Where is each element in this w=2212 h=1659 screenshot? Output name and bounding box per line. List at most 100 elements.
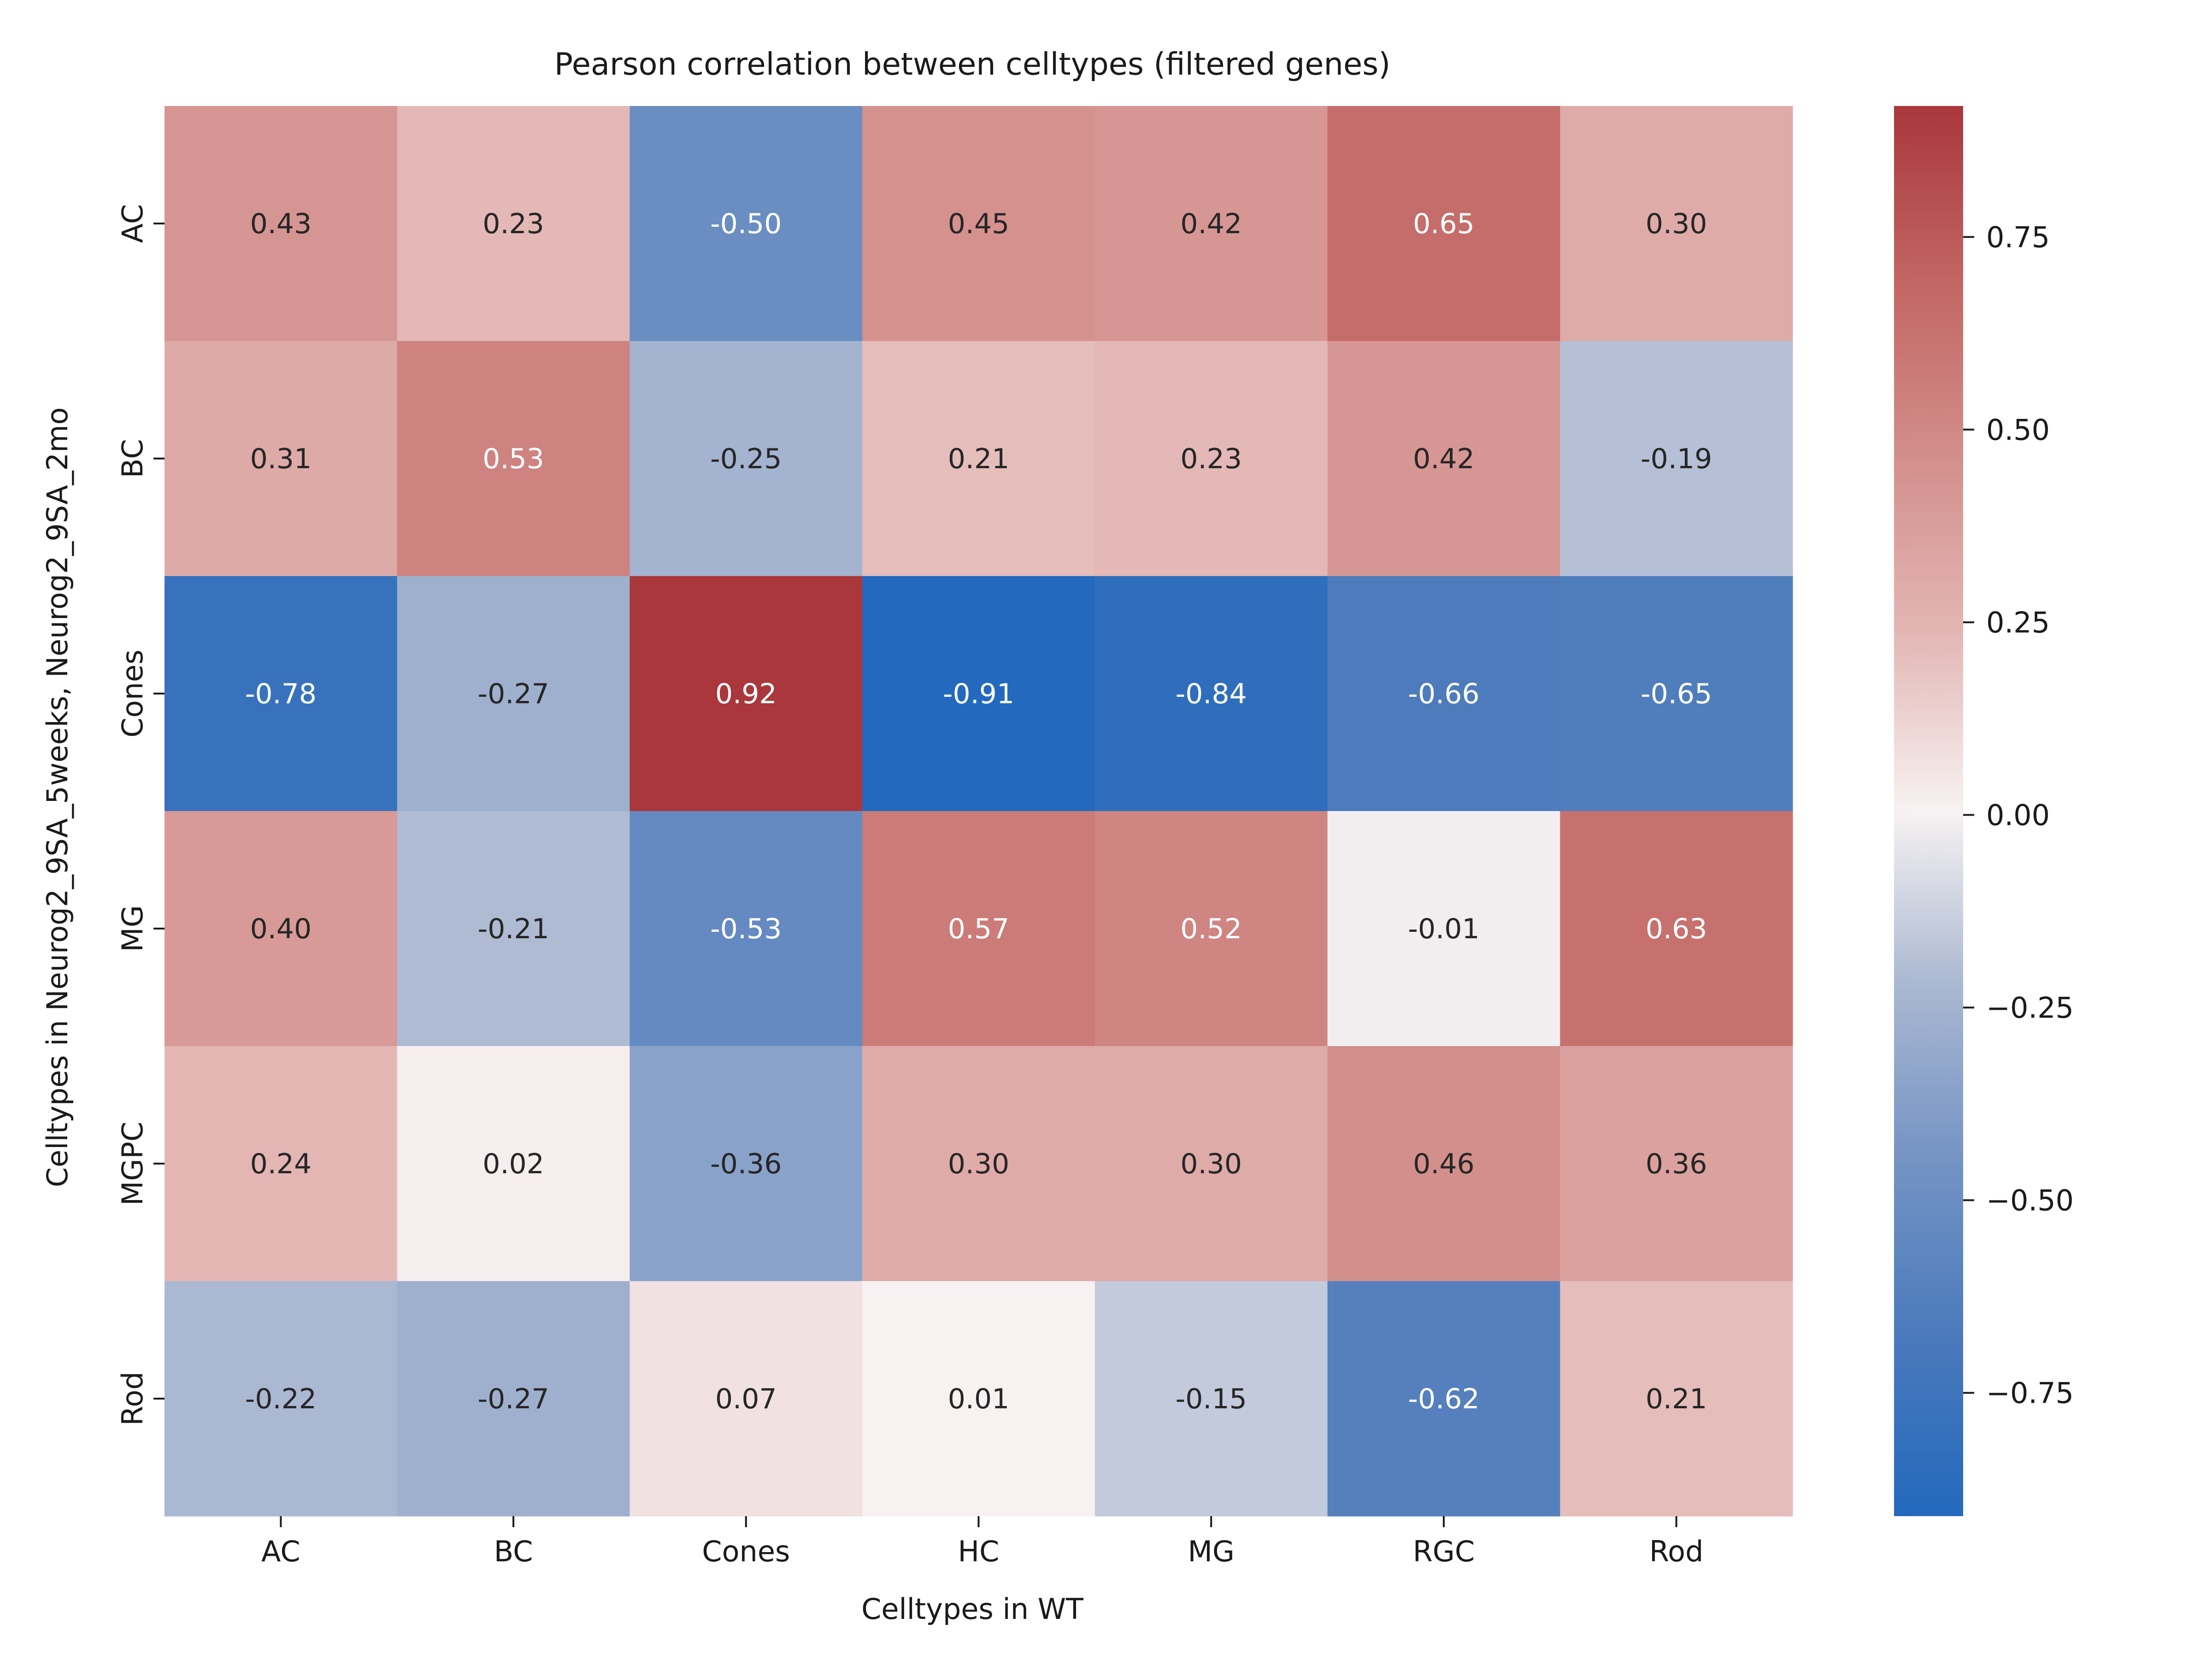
cell-value-label: 0.40 [250, 913, 312, 945]
cell-value-label: -0.25 [710, 443, 782, 475]
heatmap-cell [1327, 576, 1560, 812]
heatmap-cell [862, 341, 1095, 577]
y-tick-label: BC [116, 439, 149, 478]
cell-value-label: 0.45 [948, 208, 1010, 240]
heatmap-cells [165, 106, 1793, 1517]
cell-value-label: 0.31 [250, 443, 312, 475]
cell-value-label: -0.62 [1408, 1383, 1479, 1415]
heatmap-cell [397, 811, 630, 1047]
cell-value-label: 0.46 [1413, 1148, 1475, 1180]
heatmap-cell [1560, 1046, 1793, 1282]
heatmap-cell [397, 106, 630, 341]
heatmap-cell [1327, 106, 1560, 341]
colorbar-tick-label: −0.25 [1986, 991, 2074, 1024]
heatmap-cell [397, 576, 630, 812]
cell-value-label: 0.42 [1180, 208, 1242, 240]
colorbar [1894, 106, 1963, 1516]
cell-value-label: 0.21 [1646, 1383, 1707, 1415]
x-tick-label: Cones [702, 1535, 790, 1568]
heatmap-cell [1327, 811, 1560, 1047]
cell-value-label: -0.19 [1641, 443, 1712, 475]
cell-value-label: -0.01 [1408, 913, 1479, 945]
cell-value-label: 0.30 [1180, 1148, 1242, 1180]
cell-value-label: -0.66 [1408, 678, 1479, 710]
heatmap-cell [862, 576, 1095, 812]
heatmap-cell [1094, 1281, 1328, 1517]
cell-value-label: 0.02 [482, 1148, 544, 1180]
colorbar-ticks: −0.75 −0.50 −0.25 0.00 0.25 0.50 0.75 [1963, 220, 2074, 1410]
heatmap-cell [165, 341, 398, 577]
cell-value-label: 0.92 [715, 678, 777, 710]
heatmap-cell [397, 1046, 630, 1282]
heatmap-cell [1094, 576, 1328, 812]
x-tick-label: HC [958, 1535, 1000, 1568]
colorbar-tick-label: −0.75 [1986, 1376, 2074, 1410]
cell-value-label: -0.50 [710, 208, 782, 240]
y-tick-label: MG [116, 905, 149, 952]
heatmap-cell [1327, 1046, 1560, 1282]
cell-value-label: -0.53 [710, 913, 782, 945]
heatmap-cell [862, 811, 1095, 1047]
cell-value-label: 0.30 [948, 1148, 1010, 1180]
heatmap-cell [629, 1281, 863, 1517]
colorbar-tick-label: −0.50 [1986, 1183, 2074, 1217]
cell-value-label: 0.23 [1180, 443, 1242, 475]
cell-value-label: 0.23 [482, 208, 544, 240]
cell-value-label: -0.84 [1176, 678, 1247, 710]
cell-value-label: -0.27 [477, 1383, 549, 1415]
heatmap-cell [1094, 811, 1328, 1047]
cell-value-label: 0.21 [948, 443, 1010, 475]
cell-value-label: 0.63 [1646, 913, 1707, 945]
x-tick-label: AC [261, 1535, 300, 1568]
y-tick-label: Rod [116, 1371, 149, 1426]
cell-value-label: -0.15 [1176, 1383, 1247, 1415]
cell-value-label: 0.65 [1413, 208, 1475, 240]
cell-value-label: -0.22 [245, 1383, 317, 1415]
heatmap-cell [397, 341, 630, 577]
cell-value-label: -0.78 [245, 678, 317, 710]
heatmap-cell [1560, 1281, 1793, 1517]
x-axis-label: Celltypes in WT [861, 1592, 1084, 1626]
heatmap-cell [629, 106, 863, 341]
colorbar-tick-label: 0.50 [1986, 413, 2050, 447]
cell-value-label: -0.65 [1641, 678, 1712, 710]
heatmap-cell [1560, 341, 1793, 577]
x-tick-label: Rod [1649, 1535, 1704, 1568]
heatmap-cell [1560, 811, 1793, 1047]
colorbar-tick-label: 0.00 [1986, 798, 2050, 832]
heatmap-cell [629, 576, 863, 812]
x-axis: AC BC Cones HC MG RGC Rod [261, 1516, 1703, 1568]
heatmap-cell [165, 106, 398, 341]
heatmap-cell [1560, 576, 1793, 812]
colorbar-tick-label: 0.75 [1986, 220, 2050, 254]
heatmap-cell [165, 1046, 398, 1282]
x-tick-label: RGC [1413, 1535, 1475, 1568]
cell-value-label: 0.42 [1413, 443, 1475, 475]
y-tick-label: Cones [116, 650, 149, 738]
heatmap-cell [1327, 341, 1560, 577]
heatmap-cell [862, 106, 1095, 341]
y-tick-label: AC [116, 204, 149, 243]
heatmap-cell [862, 1281, 1095, 1517]
x-tick-label: MG [1188, 1535, 1235, 1568]
cell-value-label: 0.43 [250, 208, 312, 240]
heatmap-cell [1327, 1281, 1560, 1517]
cell-value-label: 0.57 [948, 913, 1010, 945]
heatmap-cell [1560, 106, 1793, 341]
cell-value-label: -0.91 [943, 678, 1014, 710]
heatmap-cell [397, 1281, 630, 1517]
heatmap-cell [1094, 1046, 1328, 1282]
heatmap-cell [165, 576, 398, 812]
heatmap-cell [629, 811, 863, 1047]
heatmap-cell [629, 341, 863, 577]
y-axis: AC BC Cones MG MGPC Rod [116, 204, 165, 1426]
cell-value-label: 0.01 [948, 1383, 1010, 1415]
cell-value-label: -0.36 [710, 1148, 782, 1180]
cell-value-label: 0.24 [250, 1148, 312, 1180]
heatmap-cell [1094, 341, 1328, 577]
y-axis-label: Celltypes in Neurog2_9SA_5weeks, Neurog2… [41, 407, 74, 1188]
heatmap-cell [629, 1046, 863, 1282]
chart-title: Pearson correlation between celltypes (f… [554, 46, 1391, 82]
heatmap-cell-labels: 0.43 0.23 -0.50 0.45 0.42 0.65 0.30 0.31 0.53 -0.… [245, 208, 1712, 1415]
heatmap-cell [1094, 106, 1328, 341]
